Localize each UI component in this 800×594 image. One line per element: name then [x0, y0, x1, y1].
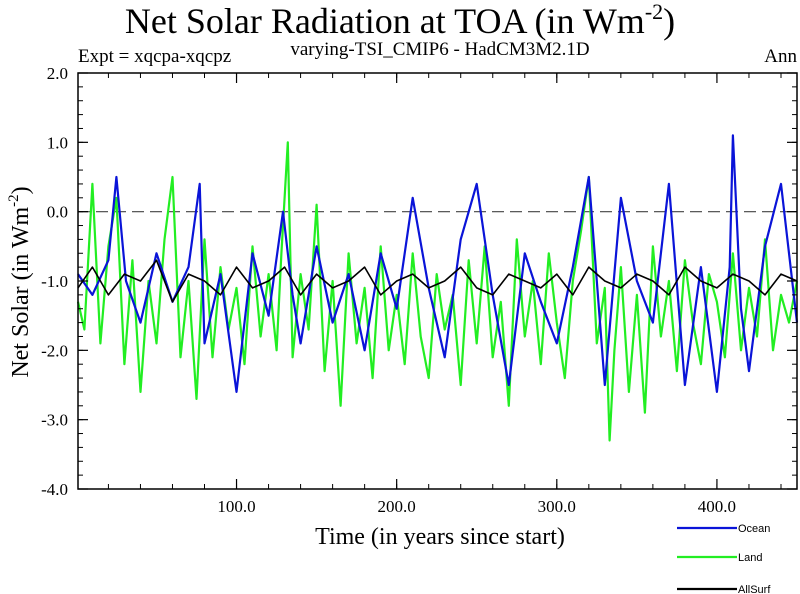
legend-label-allsurf: AllSurf	[738, 584, 771, 594]
y-tick-label: -1.0	[41, 272, 68, 291]
legend-label-ocean: Ocean	[738, 523, 770, 535]
y-tick-label: -3.0	[41, 411, 68, 430]
plot-area: 2.0 1.0 0.0 -1.0 -2.0 -3.0 -4.0 100.0 200.0 300.…	[41, 64, 799, 516]
y-axis-ticks: 2.0 1.0 0.0 -1.0 -2.0 -3.0 -4.0	[41, 64, 797, 499]
x-tick-label: 400.0	[698, 497, 736, 516]
subtitle-left: Expt = xqcpa-xqcpz	[78, 46, 231, 67]
x-tick-label: 300.0	[538, 497, 576, 516]
series-line-ocean	[77, 134, 799, 393]
series-layer	[76, 134, 799, 442]
series-line-land	[76, 141, 799, 442]
series-line-allsurf	[77, 259, 798, 303]
y-tick-label: -4.0	[41, 480, 68, 499]
y-tick-label: 1.0	[47, 133, 68, 152]
y-axis-label: Net Solar (in Wm-2)	[6, 186, 34, 377]
y-tick-label: -2.0	[41, 341, 68, 360]
legend-label-land: Land	[738, 552, 762, 564]
subtitle-center: varying-TSI_CMIP6 - HadCM3M2.1D	[290, 39, 589, 60]
legend: Ocean Land AllSurf	[677, 523, 771, 594]
y-tick-label: 2.0	[47, 64, 68, 83]
chart-title: Net Solar Radiation at TOA (in Wm-2)	[125, 0, 675, 41]
y-tick-label: 0.0	[47, 203, 68, 222]
x-tick-label: 200.0	[378, 497, 416, 516]
x-tick-label: 100.0	[217, 497, 255, 516]
x-axis-ticks: 100.0 200.0 300.0 400.0	[107, 73, 782, 516]
subtitle-right: Ann	[764, 46, 797, 67]
x-axis-label: Time (in years since start)	[315, 524, 565, 550]
